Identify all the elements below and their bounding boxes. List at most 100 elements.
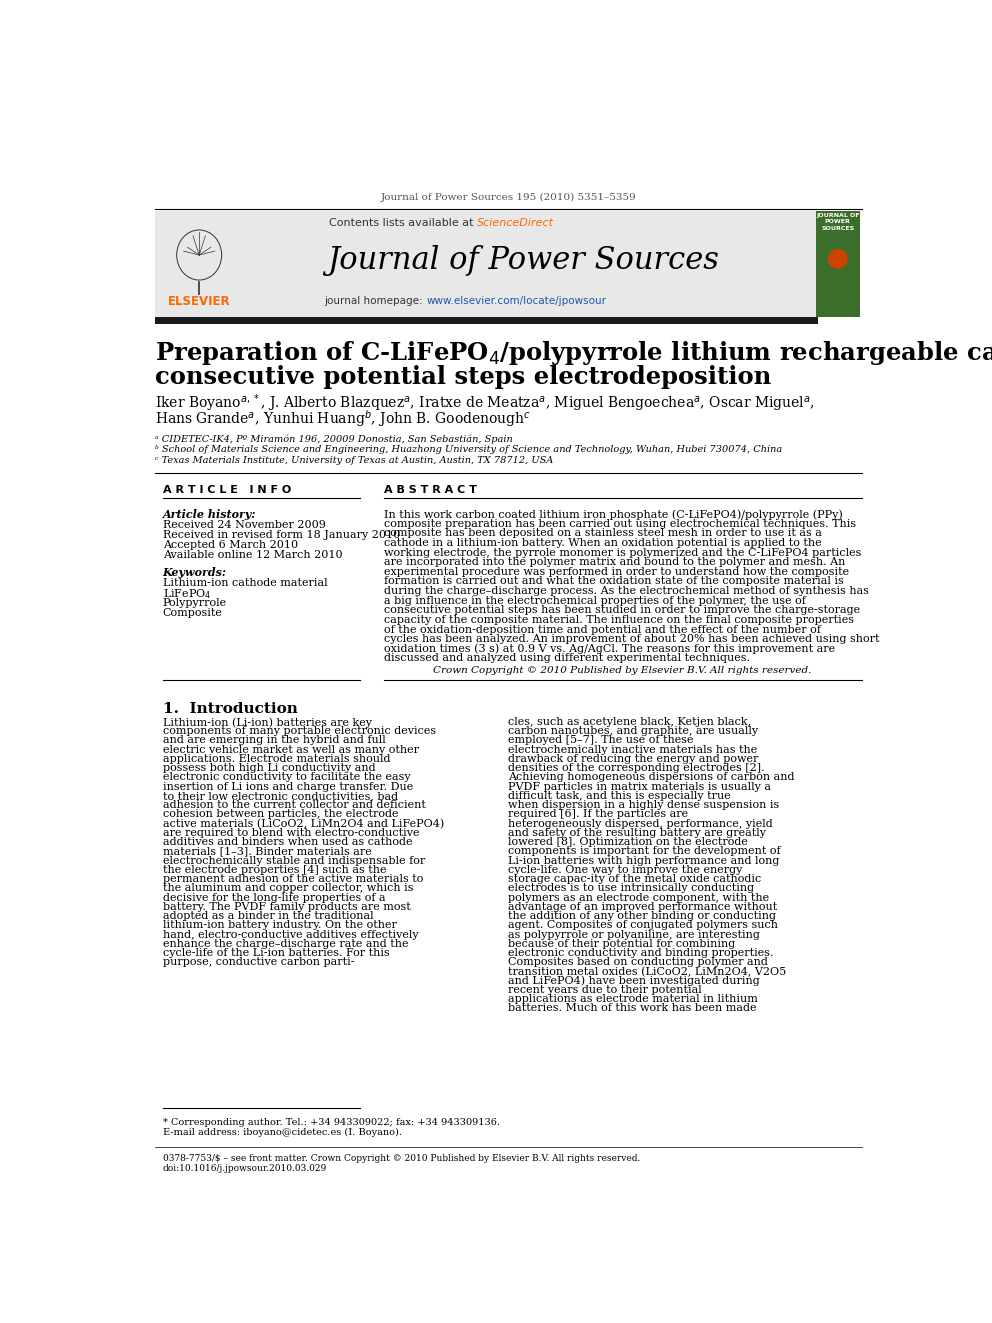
- Text: consecutive potential steps has been studied in order to improve the charge-stor: consecutive potential steps has been stu…: [384, 606, 860, 615]
- Text: Composites based on conducting polymer and: Composites based on conducting polymer a…: [509, 958, 768, 967]
- Text: enhance the charge–discharge rate and the: enhance the charge–discharge rate and th…: [163, 939, 409, 949]
- Text: * Corresponding author. Tel.: +34 943309022; fax: +34 943309136.: * Corresponding author. Tel.: +34 943309…: [163, 1118, 500, 1127]
- Text: lithium-ion battery industry. On the other: lithium-ion battery industry. On the oth…: [163, 921, 397, 930]
- Text: densities of the corresponding electrodes [2].: densities of the corresponding electrode…: [509, 763, 765, 773]
- Text: PVDF particles in matrix materials is usually a: PVDF particles in matrix materials is us…: [509, 782, 772, 791]
- Text: www.elsevier.com/locate/jpowsour: www.elsevier.com/locate/jpowsour: [427, 296, 606, 306]
- Text: JOURNAL OF
POWER
SOURCES: JOURNAL OF POWER SOURCES: [816, 213, 859, 232]
- Text: ᶜ Texas Materials Institute, University of Texas at Austin, Austin, TX 78712, US: ᶜ Texas Materials Institute, University …: [155, 456, 554, 466]
- Text: working electrode, the pyrrole monomer is polymerized and the C-LiFePO4 particle: working electrode, the pyrrole monomer i…: [384, 548, 861, 557]
- Text: 0378-7753/$ – see front matter. Crown Copyright © 2010 Published by Elsevier B.V: 0378-7753/$ – see front matter. Crown Co…: [163, 1155, 640, 1163]
- Text: Lithium-ion (Li-ion) batteries are key: Lithium-ion (Li-ion) batteries are key: [163, 717, 372, 728]
- Text: and are emerging in the hybrid and full: and are emerging in the hybrid and full: [163, 736, 386, 745]
- Text: A R T I C L E   I N F O: A R T I C L E I N F O: [163, 484, 291, 495]
- Bar: [155, 316, 817, 324]
- Text: carbon nanotubes, and graphite, are usually: carbon nanotubes, and graphite, are usua…: [509, 726, 759, 737]
- Text: ᵇ School of Materials Science and Engineering, Huazhong University of Science an: ᵇ School of Materials Science and Engine…: [155, 446, 783, 454]
- Text: Lithium-ion cathode material: Lithium-ion cathode material: [163, 578, 327, 587]
- Text: possess both high Li conductivity and: possess both high Li conductivity and: [163, 763, 375, 773]
- Text: applications. Electrode materials should: applications. Electrode materials should: [163, 754, 390, 763]
- Text: Accepted 6 March 2010: Accepted 6 March 2010: [163, 540, 298, 550]
- Text: difficult task, and this is especially true: difficult task, and this is especially t…: [509, 791, 731, 800]
- Text: cohesion between particles, the electrode: cohesion between particles, the electrod…: [163, 810, 398, 819]
- Text: permanent adhesion of the active materials to: permanent adhesion of the active materia…: [163, 875, 424, 884]
- Text: discussed and analyzed using different experimental techniques.: discussed and analyzed using different e…: [384, 654, 750, 664]
- Text: Available online 12 March 2010: Available online 12 March 2010: [163, 550, 342, 560]
- Text: decisive for the long-life properties of a: decisive for the long-life properties of…: [163, 893, 385, 902]
- Circle shape: [828, 250, 847, 269]
- Text: cathode in a lithium-ion battery. When an oxidation potential is applied to the: cathode in a lithium-ion battery. When a…: [384, 538, 821, 548]
- Text: electrodes is to use intrinsically conducting: electrodes is to use intrinsically condu…: [509, 884, 755, 893]
- Bar: [155, 212, 817, 316]
- Text: because of their potential for combining: because of their potential for combining: [509, 939, 736, 949]
- Text: Li-ion batteries with high performance and long: Li-ion batteries with high performance a…: [509, 856, 780, 865]
- Text: oxidation times (3 s) at 0.9 V vs. Ag/AgCl. The reasons for this improvement are: oxidation times (3 s) at 0.9 V vs. Ag/Ag…: [384, 644, 834, 655]
- Text: Journal of Power Sources 195 (2010) 5351–5359: Journal of Power Sources 195 (2010) 5351…: [381, 193, 636, 202]
- Text: cycles has been analyzed. An improvement of about 20% has been achieved using sh: cycles has been analyzed. An improvement…: [384, 634, 879, 644]
- Text: Article history:: Article history:: [163, 509, 256, 520]
- Text: electronic conductivity to facilitate the easy: electronic conductivity to facilitate th…: [163, 773, 411, 782]
- Text: advantage of an improved performance without: advantage of an improved performance wit…: [509, 902, 778, 912]
- Text: composite has been deposited on a stainless steel mesh in order to use it as a: composite has been deposited on a stainl…: [384, 528, 821, 538]
- Text: of the oxidation-deposition time and potential and the effect of the number of: of the oxidation-deposition time and pot…: [384, 624, 820, 635]
- Text: heterogeneously dispersed, performance, yield: heterogeneously dispersed, performance, …: [509, 819, 773, 828]
- Text: 1.  Introduction: 1. Introduction: [163, 701, 298, 716]
- Text: insertion of Li ions and charge transfer. Due: insertion of Li ions and charge transfer…: [163, 782, 413, 791]
- Text: consecutive potential steps electrodeposition: consecutive potential steps electrodepos…: [155, 365, 771, 389]
- Text: components is important for the development of: components is important for the developm…: [509, 847, 781, 856]
- Text: required [6]. If the particles are: required [6]. If the particles are: [509, 810, 688, 819]
- Text: Crown Copyright © 2010 Published by Elsevier B.V. All rights reserved.: Crown Copyright © 2010 Published by Else…: [434, 667, 811, 675]
- Text: ELSEVIER: ELSEVIER: [168, 295, 230, 308]
- Text: agent. Composites of conjugated polymers such: agent. Composites of conjugated polymers…: [509, 921, 779, 930]
- Text: Polypyrrole: Polypyrrole: [163, 598, 227, 607]
- Text: composite preparation has been carried out using electrochemical techniques. Thi: composite preparation has been carried o…: [384, 519, 856, 529]
- Text: recent years due to their potential: recent years due to their potential: [509, 984, 702, 995]
- Text: ScienceDirect: ScienceDirect: [476, 218, 554, 229]
- Text: during the charge–discharge process. As the electrochemical method of synthesis : during the charge–discharge process. As …: [384, 586, 869, 597]
- Text: Keywords:: Keywords:: [163, 566, 227, 578]
- Text: batteries. Much of this work has been made: batteries. Much of this work has been ma…: [509, 1003, 757, 1013]
- Text: when dispersion in a highly dense suspension is: when dispersion in a highly dense suspen…: [509, 800, 780, 810]
- Text: Contents lists available at: Contents lists available at: [328, 218, 476, 229]
- Text: Composite: Composite: [163, 607, 222, 618]
- Text: applications as electrode material in lithium: applications as electrode material in li…: [509, 994, 758, 1004]
- Text: hand, electro-conductive additives effectively: hand, electro-conductive additives effec…: [163, 930, 419, 939]
- Text: electrochemically stable and indispensable for: electrochemically stable and indispensab…: [163, 856, 425, 865]
- Text: Preparation of C-LiFePO$_4$/polypyrrole lithium rechargeable cathode by: Preparation of C-LiFePO$_4$/polypyrrole …: [155, 339, 992, 366]
- Text: lowered [8]. Optimization on the electrode: lowered [8]. Optimization on the electro…: [509, 837, 748, 847]
- Text: transition metal oxides (LiCoO2, LiMn2O4, V2O5: transition metal oxides (LiCoO2, LiMn2O4…: [509, 967, 787, 976]
- Text: journal homepage:: journal homepage:: [324, 296, 427, 306]
- Text: to their low electronic conductivities, bad: to their low electronic conductivities, …: [163, 791, 398, 800]
- Text: as polypyrrole or polyaniline, are interesting: as polypyrrole or polyaniline, are inter…: [509, 930, 760, 939]
- Text: cycle-life. One way to improve the energy: cycle-life. One way to improve the energ…: [509, 865, 743, 875]
- Text: Journal of Power Sources: Journal of Power Sources: [327, 245, 719, 277]
- Text: are required to blend with electro-conductive: are required to blend with electro-condu…: [163, 828, 420, 837]
- Text: In this work carbon coated lithium iron phosphate (C-LiFePO4)/polypyrrole (PPy): In this work carbon coated lithium iron …: [384, 509, 842, 520]
- Text: cles, such as acetylene black, Ketjen black,: cles, such as acetylene black, Ketjen bl…: [509, 717, 752, 728]
- Text: LiFePO$_4$: LiFePO$_4$: [163, 587, 211, 602]
- Text: materials [1–3]. Binder materials are: materials [1–3]. Binder materials are: [163, 847, 371, 856]
- Text: adhesion to the current collector and deficient: adhesion to the current collector and de…: [163, 800, 426, 810]
- Text: electric vehicle market as well as many other: electric vehicle market as well as many …: [163, 745, 419, 754]
- Text: the aluminum and copper collector, which is: the aluminum and copper collector, which…: [163, 884, 414, 893]
- Text: experimental procedure was performed in order to understand how the composite: experimental procedure was performed in …: [384, 566, 849, 577]
- Text: Iker Boyano$^{a,*}$, J. Alberto Blazquez$^{a}$, Iratxe de Meatza$^{a}$, Miguel B: Iker Boyano$^{a,*}$, J. Alberto Blazquez…: [155, 393, 814, 414]
- Text: ᵃ CIDETEC-IK4, Pº Miramón 196, 20009 Donostia, San Sebastián, Spain: ᵃ CIDETEC-IK4, Pº Miramón 196, 20009 Don…: [155, 434, 513, 443]
- Text: Received in revised form 18 January 2010: Received in revised form 18 January 2010: [163, 531, 400, 540]
- Text: Received 24 November 2009: Received 24 November 2009: [163, 520, 325, 531]
- Text: electronic conductivity and binding properties.: electronic conductivity and binding prop…: [509, 949, 774, 958]
- Text: components of many portable electronic devices: components of many portable electronic d…: [163, 726, 435, 737]
- Text: cycle-life of the Li-ion batteries. For this: cycle-life of the Li-ion batteries. For …: [163, 949, 390, 958]
- Text: storage capac-ity of the metal oxide cathodic: storage capac-ity of the metal oxide cat…: [509, 875, 762, 884]
- Text: a big influence in the electrochemical properties of the polymer, the use of: a big influence in the electrochemical p…: [384, 595, 806, 606]
- Text: battery. The PVDF family products are most: battery. The PVDF family products are mo…: [163, 902, 411, 912]
- Text: the addition of any other binding or conducting: the addition of any other binding or con…: [509, 912, 777, 921]
- Text: purpose, conductive carbon parti-: purpose, conductive carbon parti-: [163, 958, 354, 967]
- Text: and safety of the resulting battery are greatly: and safety of the resulting battery are …: [509, 828, 767, 837]
- Text: adopted as a binder in the traditional: adopted as a binder in the traditional: [163, 912, 373, 921]
- Text: electrochemically inactive materials has the: electrochemically inactive materials has…: [509, 745, 758, 754]
- Text: the electrode properties [4] such as the: the electrode properties [4] such as the: [163, 865, 386, 875]
- Text: additives and binders when used as cathode: additives and binders when used as catho…: [163, 837, 413, 847]
- Text: and LiFePO4) have been investigated during: and LiFePO4) have been investigated duri…: [509, 976, 760, 986]
- Text: employed [5–7]. The use of these: employed [5–7]. The use of these: [509, 736, 693, 745]
